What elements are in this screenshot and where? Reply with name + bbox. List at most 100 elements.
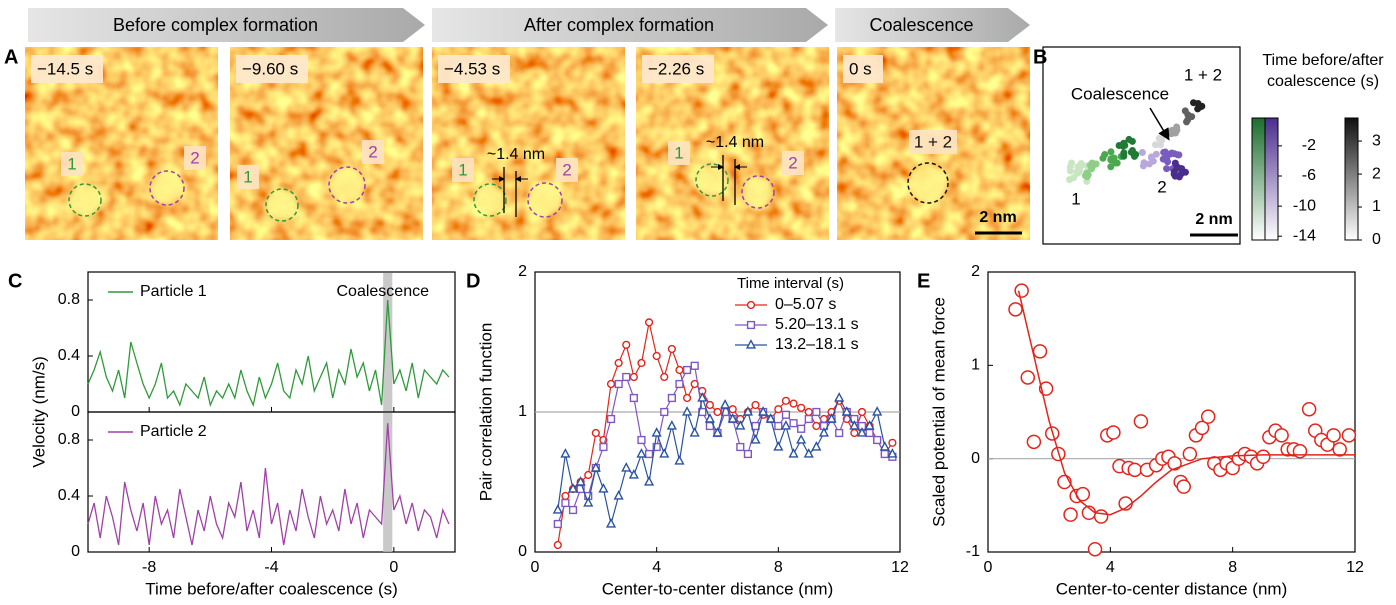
colorbar-tick-label: 0: [1372, 231, 1381, 248]
marker: [614, 358, 623, 368]
marker: [1093, 509, 1109, 524]
legend-label: 0–5.07 s: [775, 296, 836, 313]
trajectory-point: [1107, 148, 1115, 156]
stage-label: After complex formation: [524, 15, 714, 35]
marker: [812, 407, 821, 417]
marker: [674, 455, 685, 465]
trajectory-point: [1120, 152, 1128, 160]
colorbar: [1264, 117, 1279, 241]
particle-label: 2: [368, 142, 377, 161]
label-box: [452, 158, 474, 182]
marker: [590, 462, 601, 472]
marker: [1274, 428, 1289, 443]
marker: [803, 448, 814, 458]
time-box: [236, 55, 308, 83]
marker: [666, 420, 677, 430]
legend-label: 5.20–13.1 s: [775, 316, 859, 333]
label-box: [668, 141, 690, 165]
trajectory-point: [1088, 159, 1096, 167]
marker: [1167, 456, 1182, 471]
label-box: [362, 140, 384, 164]
time-label: −14.5 s: [37, 59, 93, 78]
marker: [606, 379, 616, 389]
marker: [567, 483, 579, 493]
y-tick-label: 0.8: [58, 291, 80, 308]
marker: [575, 476, 586, 486]
trajectory-point: [1107, 163, 1115, 171]
time-label: −4.53 s: [444, 59, 500, 78]
marker: [1200, 409, 1216, 424]
particle: [266, 189, 298, 221]
y-tick-label: 0.4: [58, 487, 80, 504]
particle: [474, 184, 506, 216]
marker: [804, 414, 813, 424]
marker: [774, 421, 783, 431]
time-label: 0 s: [849, 59, 872, 78]
particle-label: 2: [190, 148, 199, 167]
marker: [682, 365, 692, 375]
marker: [849, 420, 860, 430]
y-axis-label: Velocity (nm/s): [29, 356, 48, 467]
marker: [636, 448, 647, 458]
marker: [750, 434, 761, 444]
marker: [841, 406, 852, 416]
y-tick-label: -1: [966, 543, 980, 560]
particle-outline: [265, 188, 299, 222]
marker: [811, 441, 822, 451]
marker: [780, 420, 792, 430]
particle-label: 2: [788, 153, 797, 172]
colorbar-tick-label: -10: [1293, 197, 1316, 214]
trajectory-point: [1158, 136, 1166, 144]
legend-marker: [746, 320, 756, 330]
stage-label: Coalescence: [869, 15, 973, 35]
x-tick-label: 12: [891, 559, 909, 576]
marker: [743, 449, 753, 459]
x-tick-label: 8: [1228, 559, 1237, 576]
legend-label: Particle 1: [140, 283, 207, 300]
marker: [797, 424, 806, 433]
plot-frame: [987, 271, 1356, 553]
legend-marker: [746, 300, 756, 310]
marker: [735, 420, 746, 430]
label-box: [184, 146, 206, 170]
legend-label: Particle 2: [140, 423, 207, 440]
particle-outline: [741, 175, 775, 209]
y-tick-label: 2: [518, 263, 527, 280]
legend-label: 13.2–18.1 s: [775, 336, 859, 353]
x-tick-label: 4: [1106, 559, 1115, 576]
marker: [643, 476, 655, 486]
trajectory-point: [1070, 174, 1078, 182]
marker: [560, 448, 571, 458]
marker: [682, 406, 693, 416]
marker: [789, 399, 798, 408]
marker: [1032, 344, 1048, 359]
legend-title: Time interval (s): [737, 275, 844, 292]
marker: [736, 442, 745, 452]
marker: [553, 519, 562, 529]
marker: [865, 428, 874, 438]
marker: [1063, 507, 1078, 522]
colorbar-title: Time before/after coalescence (s): [1262, 52, 1384, 90]
marker: [1182, 446, 1198, 462]
marker: [584, 470, 593, 480]
marker: [1194, 420, 1210, 436]
trajectory-point: [1075, 168, 1083, 176]
x-axis-label: Center-to-center distance (nm): [1056, 579, 1287, 598]
y-tick-label: 0: [518, 543, 527, 560]
label-box: [237, 165, 259, 189]
marker: [628, 469, 639, 479]
trajectory-point: [1077, 161, 1085, 169]
trajectory-point: [1170, 168, 1178, 176]
particle: [908, 163, 948, 203]
x-tick-label: -8: [142, 559, 156, 576]
marker: [796, 434, 807, 444]
marker: [568, 505, 578, 515]
legend-marker: [745, 339, 757, 349]
marker: [583, 497, 594, 507]
scale-bar-label: 2 nm: [979, 209, 1016, 226]
trajectory-point: [1152, 150, 1160, 158]
scale-bar-label: 2 nm: [1195, 211, 1232, 228]
marker: [622, 340, 631, 349]
marker: [651, 427, 662, 437]
